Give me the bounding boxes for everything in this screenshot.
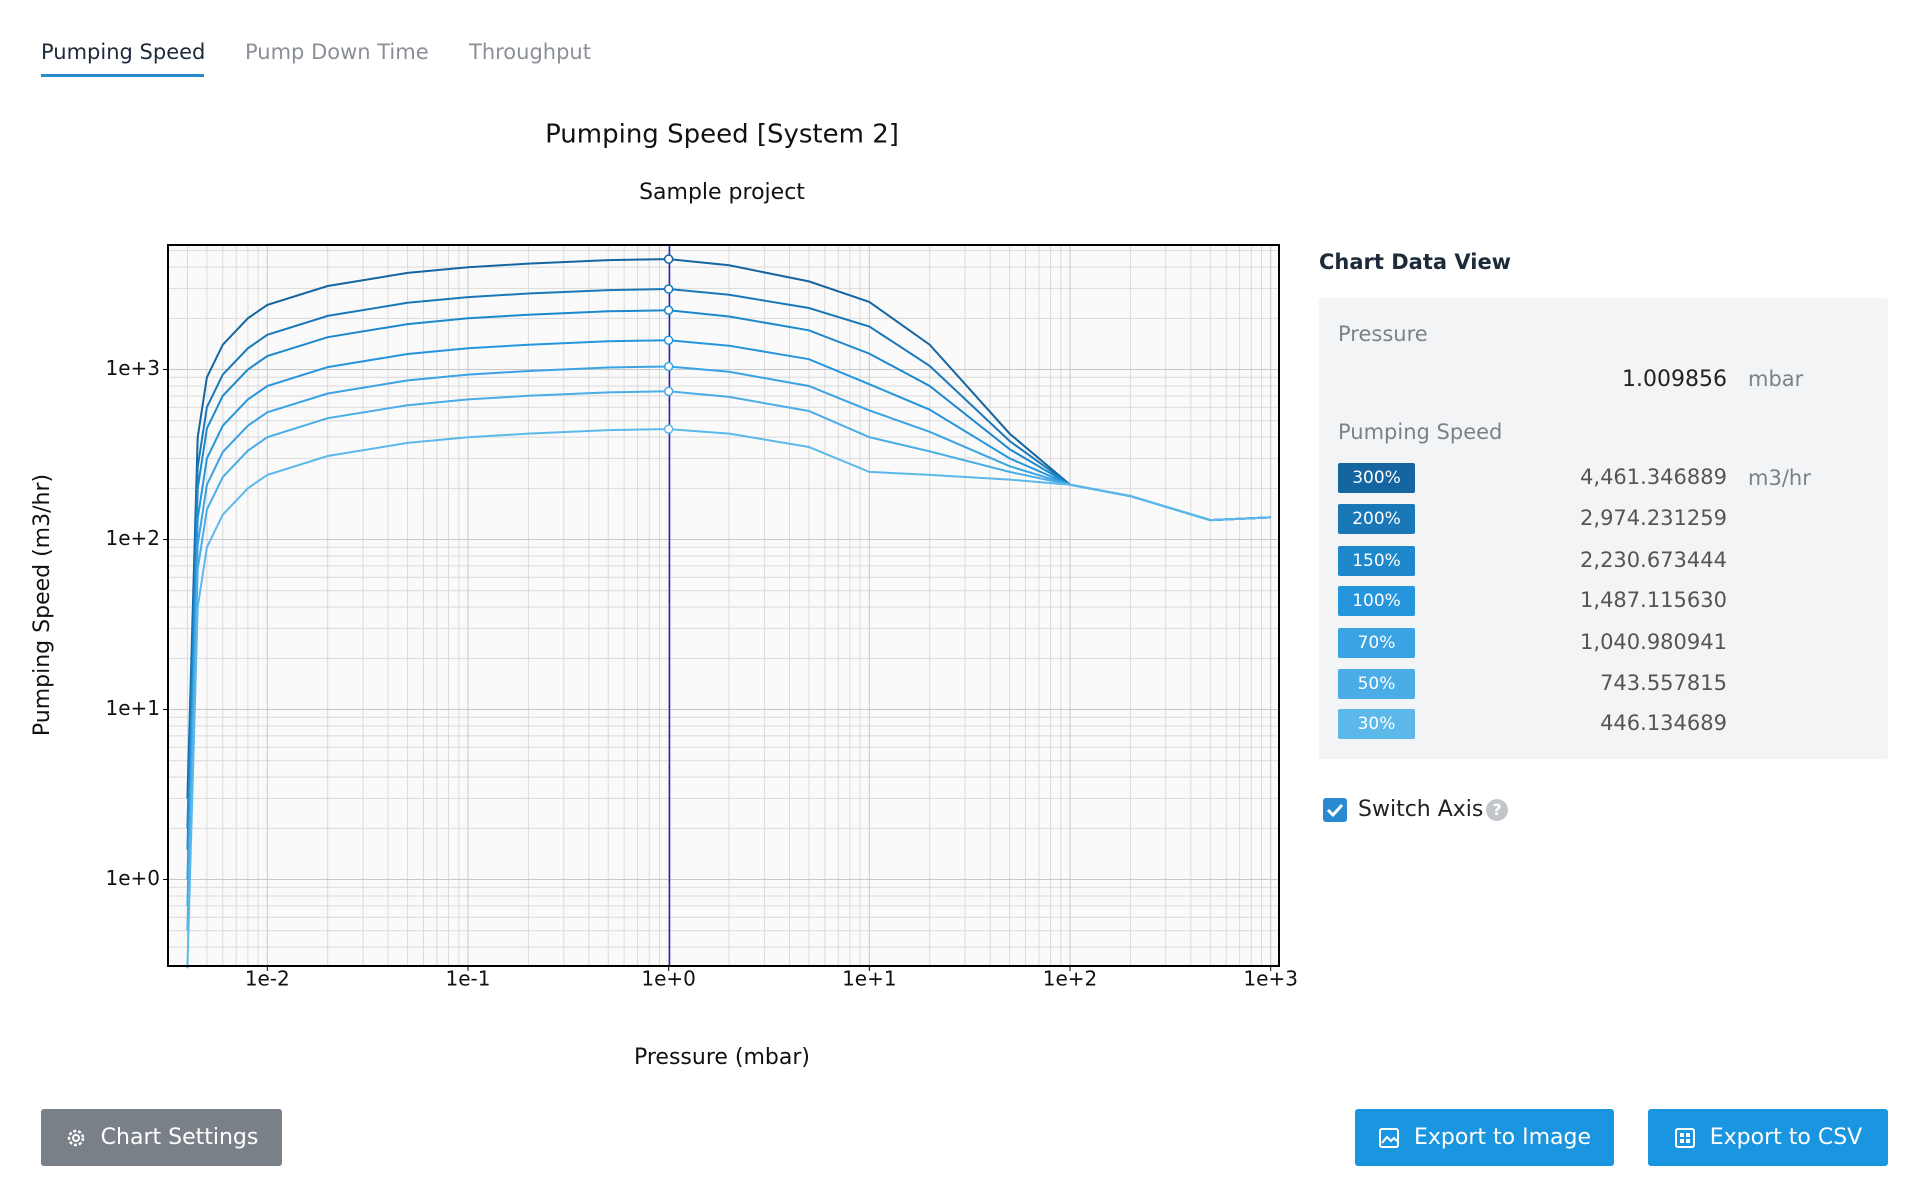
speed-label: Pumping Speed: [1338, 420, 1503, 444]
series-line: [186, 428, 1271, 969]
speed-value: 446.134689: [1600, 711, 1727, 735]
export-csv-button[interactable]: Export to CSV: [1648, 1109, 1888, 1166]
cursor-point: [663, 254, 674, 264]
y-tick-label: 1e+2: [105, 526, 160, 550]
gear-icon: [67, 1129, 84, 1146]
tab[interactable]: Pump Down Time: [245, 40, 429, 64]
speed-unit: m3/hr: [1748, 466, 1811, 490]
chart-subtitle: Sample project: [639, 180, 805, 205]
y-tick-label: 1e+3: [105, 356, 160, 380]
x-tick-label: 1e+0: [641, 967, 696, 991]
series-badge: 30%: [1338, 709, 1415, 739]
tab[interactable]: Pumping Speed: [41, 40, 206, 64]
series-line: [186, 339, 1271, 880]
speed-value: 2,230.673444: [1580, 548, 1727, 572]
series-line: [186, 365, 1271, 906]
tab[interactable]: Throughput: [469, 40, 591, 64]
plot-area: [168, 245, 1279, 966]
pressure-unit: mbar: [1748, 367, 1804, 391]
y-tick-label: 1e+1: [105, 696, 160, 720]
checkbox[interactable]: [1323, 798, 1347, 822]
table-icon: [1674, 1127, 1695, 1148]
series-line: [186, 309, 1271, 850]
pressure-value: 1.009856: [1622, 367, 1727, 392]
export-image-button[interactable]: Export to Image: [1355, 1109, 1614, 1166]
x-tick-label: 1e+2: [1043, 967, 1098, 991]
x-axis-label: Pressure (mbar): [634, 1045, 810, 1070]
check-icon: [1326, 803, 1344, 818]
help-icon[interactable]: ?: [1486, 799, 1508, 821]
button-label: Export to Image: [1414, 1125, 1591, 1150]
button-label: Chart Settings: [100, 1125, 259, 1150]
button-label: Export to CSV: [1709, 1125, 1863, 1150]
x-tick-label: 1e-2: [245, 967, 290, 991]
y-tick-label: 1e+0: [105, 866, 160, 890]
plot-frame: [167, 244, 1280, 967]
speed-value: 1,040.980941: [1580, 630, 1727, 654]
x-tick-label: 1e+3: [1243, 967, 1298, 991]
series-badge: 100%: [1338, 586, 1415, 616]
x-tick-label: 1e+1: [842, 967, 897, 991]
checkbox-label[interactable]: Switch Axis: [1358, 797, 1484, 822]
chart: Pumping Speed [System 2] Sample project …: [30, 120, 1298, 1071]
series-badge: 150%: [1338, 546, 1415, 576]
pressure-label: Pressure: [1338, 322, 1428, 346]
cursor-point: [663, 305, 674, 316]
y-axis-label: Pumping Speed (m3/hr): [30, 474, 55, 736]
chart-settings-button[interactable]: Chart Settings: [41, 1109, 282, 1166]
panel-title: Chart Data View: [1319, 250, 1512, 274]
series-line: [186, 258, 1271, 799]
cursor-point: [663, 424, 674, 434]
series-line: [186, 390, 1271, 931]
series-badge: 50%: [1338, 669, 1415, 699]
series-badge: 300%: [1338, 463, 1415, 493]
speed-value: 4,461.346889: [1580, 465, 1727, 489]
image-icon: [1379, 1127, 1399, 1148]
x-tick-label: 1e-1: [445, 967, 490, 991]
series-badge: 200%: [1338, 504, 1415, 534]
chart-title: Pumping Speed [System 2]: [545, 120, 899, 150]
cursor-point: [663, 386, 674, 397]
series-line: [186, 287, 1271, 829]
speed-value: 743.557815: [1600, 671, 1727, 695]
speed-value: 2,974.231259: [1580, 506, 1727, 530]
cursor-point: [663, 361, 674, 372]
cursor-point: [663, 335, 674, 345]
series-badge: 70%: [1338, 628, 1415, 658]
cursor-point: [663, 284, 674, 294]
speed-value: 1,487.115630: [1580, 588, 1727, 612]
tab-underline: [41, 74, 204, 77]
